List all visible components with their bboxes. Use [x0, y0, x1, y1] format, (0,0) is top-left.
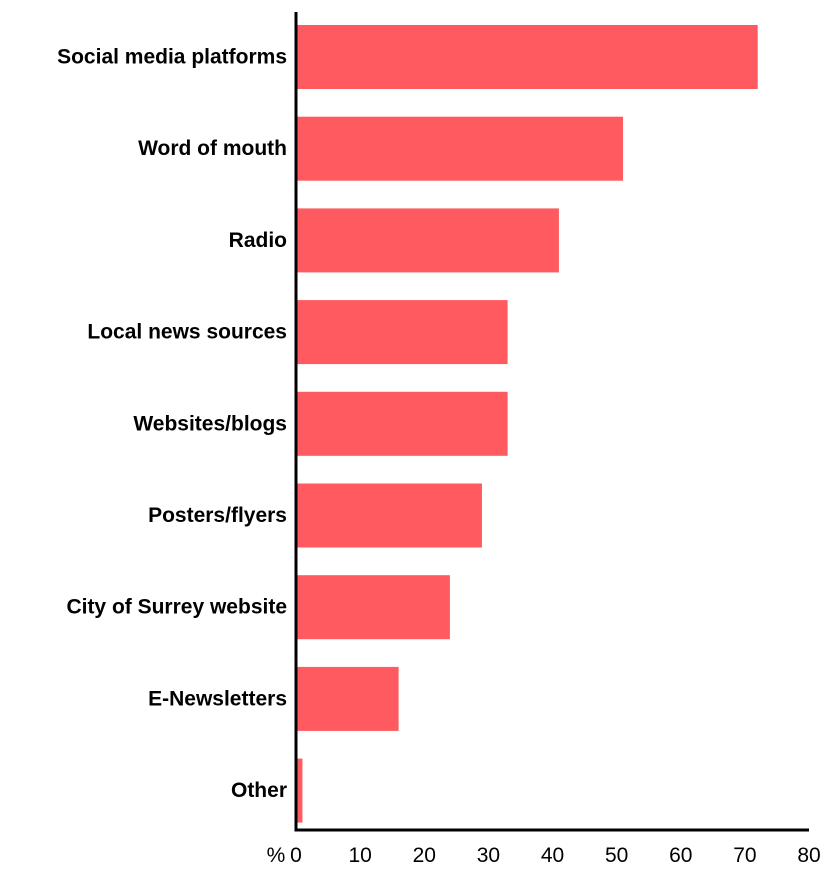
category-label-websites-blogs: Websites/blogs: [133, 412, 287, 435]
bar-e-newsletters: [296, 666, 399, 731]
bars: [296, 25, 758, 823]
category-label-other: Other: [231, 779, 287, 802]
bar-posters-flyers: [296, 483, 482, 548]
x-tick-label-60: 60: [669, 844, 692, 867]
x-tick-label-20: 20: [413, 844, 436, 867]
category-label-social-media-platforms: Social media platforms: [57, 46, 287, 69]
bar-social-media-platforms: [296, 25, 758, 89]
x-tick-label-10: 10: [348, 844, 371, 867]
bar-local-news-sources: [296, 300, 508, 365]
x-tick-label-40: 40: [541, 844, 564, 867]
category-label-city-of-surrey-website: City of Surrey website: [66, 596, 287, 619]
x-tick-label-0: 0: [290, 844, 302, 867]
category-label-radio: Radio: [229, 229, 287, 252]
bar-other: [296, 758, 303, 823]
category-label-e-newsletters: E-Newsletters: [148, 687, 287, 710]
x-tick-labels: 0 10 20 30 40 50 60 70 80: [290, 844, 821, 867]
x-tick-label-50: 50: [605, 844, 628, 867]
x-tick-label-30: 30: [477, 844, 500, 867]
category-label-local-news-sources: Local news sources: [87, 321, 287, 344]
x-axis-unit-label: %: [267, 844, 286, 867]
bar-city-of-surrey-website: [296, 575, 450, 640]
category-labels: Social media platforms Word of mouth Radio…: [57, 46, 287, 803]
x-tick-label-80: 80: [797, 844, 820, 867]
bar-word-of-mouth: [296, 116, 624, 181]
bar-radio: [296, 208, 559, 273]
x-tick-label-70: 70: [733, 844, 756, 867]
category-label-posters-flyers: Posters/flyers: [148, 504, 287, 527]
bar-websites-blogs: [296, 391, 508, 456]
category-label-word-of-mouth: Word of mouth: [138, 137, 287, 160]
